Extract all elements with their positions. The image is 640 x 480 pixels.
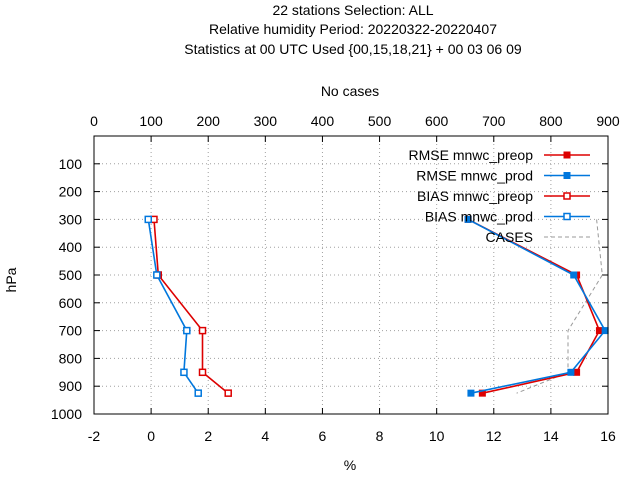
data-point	[573, 368, 581, 376]
x2-tick-label: 100	[139, 113, 163, 129]
data-point	[194, 389, 202, 397]
x2-tick-label: 600	[425, 113, 449, 129]
data-point	[198, 368, 207, 377]
y-tick-label: 300	[59, 211, 83, 227]
legend-marker	[563, 212, 571, 221]
legend-label: CASES	[486, 229, 533, 245]
x-tick-label: 8	[376, 428, 384, 444]
plot-frame	[93, 135, 609, 415]
y-tick-label: 1000	[51, 406, 82, 422]
series-line	[516, 219, 603, 394]
x-tick-label: -2	[88, 428, 101, 444]
y-tick-label: 600	[59, 295, 83, 311]
y-tick-label: 500	[59, 267, 83, 283]
legend-marker	[563, 151, 571, 159]
x-tick-label: 16	[600, 428, 616, 444]
y-tick-label: 900	[59, 378, 83, 394]
series-4	[516, 219, 603, 394]
x2-tick-label: 400	[311, 113, 335, 129]
data-point	[570, 271, 578, 279]
x-tick-label: 12	[486, 428, 502, 444]
y-tick-label: 700	[59, 323, 83, 339]
series-line	[153, 219, 229, 394]
x2-axis-label: No cases	[321, 83, 379, 99]
y-tick-label: 800	[59, 350, 83, 366]
y-axis-label: hPa	[3, 267, 19, 292]
x2-tick-label: 800	[539, 113, 563, 129]
x-tick-label: 2	[204, 428, 212, 444]
legend-entry: BIAS mnwc_prod	[425, 209, 590, 225]
series-2	[150, 215, 232, 397]
x2-tick-label: 200	[197, 113, 221, 129]
data-point	[153, 271, 161, 279]
title-line-3: Statistics at 00 UTC Used {00,15,18,21} …	[184, 41, 522, 57]
x-tick-label: 10	[429, 428, 445, 444]
y-tick-label: 100	[59, 156, 83, 172]
data-point	[180, 368, 188, 377]
title-line-1: 22 stations Selection: ALL	[272, 2, 433, 18]
x-tick-label: 6	[319, 428, 327, 444]
chart-title: 22 stations Selection: ALL Relative humi…	[184, 2, 522, 57]
x2-tick-label: 700	[482, 113, 506, 129]
x2-tick-label: 900	[596, 113, 620, 129]
data-point	[198, 326, 207, 335]
legend-entry: RMSE mnwc_prod	[416, 168, 590, 184]
legend-entry: RMSE mnwc_preop	[409, 147, 590, 163]
legend-label: BIAS mnwc_preop	[417, 188, 533, 204]
legend-entry: BIAS mnwc_preop	[417, 188, 590, 204]
series-layer	[144, 215, 609, 397]
legend-marker	[563, 192, 571, 200]
data-point	[183, 326, 191, 335]
axis-ticks: -2 0 2 4 6 8 10 12 14 16 0 100 200 300 400 500 600 700 800…	[51, 113, 620, 444]
series-3	[144, 215, 202, 397]
y-tick-label: 400	[59, 239, 83, 255]
legend: RMSE mnwc_preop RMSE mnwc_prod BIAS mnwc_p…	[409, 147, 590, 245]
x2-tick-label: 0	[90, 113, 98, 129]
data-point	[224, 389, 232, 397]
x-tick-label: 4	[261, 428, 269, 444]
data-point	[467, 389, 475, 397]
x2-tick-label: 300	[254, 113, 278, 129]
legend-label: RMSE mnwc_preop	[409, 147, 534, 163]
series-line	[467, 218, 607, 394]
data-point	[567, 368, 575, 376]
data-point	[595, 327, 603, 335]
legend-label: BIAS mnwc_prod	[425, 209, 533, 225]
legend-marker	[563, 172, 571, 179]
title-line-2: Relative humidity Period: 20220322-20220…	[209, 21, 497, 37]
data-point	[144, 215, 153, 224]
data-point	[601, 327, 609, 335]
legend-label: RMSE mnwc_prod	[416, 168, 533, 184]
legend-entry: CASES	[486, 229, 590, 245]
x2-tick-label: 500	[368, 113, 392, 129]
x-tick-label: 0	[147, 428, 155, 444]
y-tick-label: 200	[59, 184, 83, 200]
series-line	[467, 218, 601, 394]
x-tick-label: 14	[543, 428, 559, 444]
x-axis-label: %	[344, 457, 356, 473]
data-point	[464, 215, 472, 223]
